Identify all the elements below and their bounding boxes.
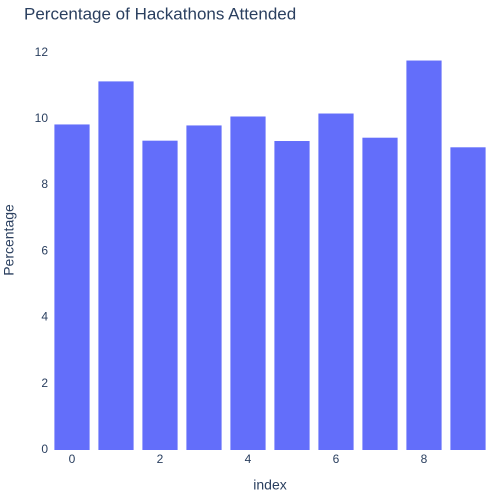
bar-3	[186, 125, 222, 450]
bar-7	[362, 137, 398, 450]
bar-6	[318, 113, 354, 450]
x-tick-label: 4	[245, 452, 252, 466]
x-axis-title: index	[253, 477, 286, 493]
bar-1	[98, 81, 134, 451]
bars-group	[54, 60, 486, 451]
x-tick-label: 6	[333, 452, 340, 466]
x-axis-ticks: 0 2 4 6 8	[69, 452, 428, 466]
y-tick-label: 2	[41, 376, 48, 390]
x-tick-label: 2	[157, 452, 164, 466]
bar-0	[54, 124, 90, 450]
y-axis-ticks: 0 2 4 6 8 10 12	[35, 45, 49, 456]
y-tick-label: 4	[41, 310, 48, 324]
bar-4	[230, 116, 266, 450]
bar-8	[406, 60, 442, 451]
bar-2	[142, 140, 178, 450]
x-tick-label: 0	[69, 452, 76, 466]
y-tick-label: 10	[35, 111, 49, 125]
y-tick-label: 6	[41, 243, 48, 257]
x-tick-label: 8	[421, 452, 428, 466]
y-axis-title: Percentage	[1, 204, 17, 276]
chart-title: Percentage of Hackathons Attended	[24, 4, 296, 23]
y-tick-label: 0	[41, 442, 48, 456]
bar-9	[450, 147, 486, 450]
y-tick-label: 12	[35, 45, 49, 59]
bar-5	[274, 141, 310, 450]
y-tick-label: 8	[41, 177, 48, 191]
